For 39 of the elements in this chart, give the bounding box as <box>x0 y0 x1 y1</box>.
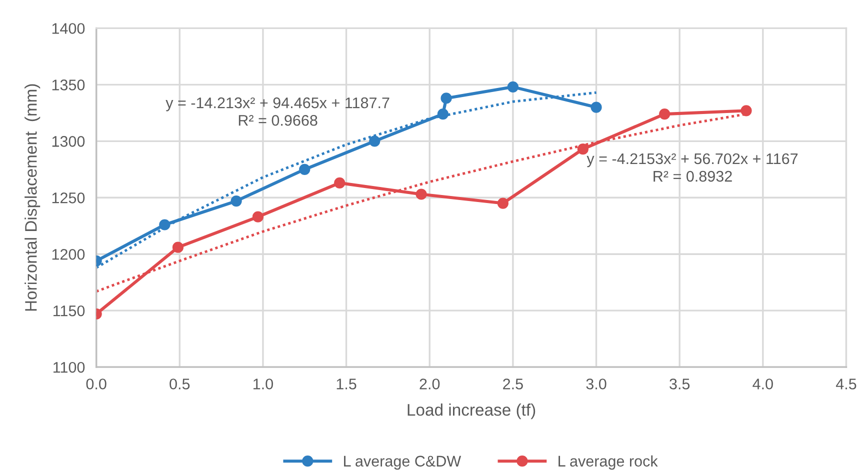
x-tick-label: 4.0 <box>752 378 773 390</box>
y-tick-label: 1250 <box>52 192 85 204</box>
y-tick-label: 1350 <box>52 80 85 90</box>
legend-label: L average rock <box>558 455 658 470</box>
point <box>507 81 518 92</box>
x-tick-label: 1.5 <box>336 378 356 390</box>
y-tick-label: 1100 <box>54 362 85 373</box>
x-axis-title: Load increase (tf) <box>408 404 536 420</box>
point <box>577 144 588 155</box>
y-axis-title: Horizontal Displacement (mm) <box>24 84 40 311</box>
point <box>740 105 752 116</box>
legend-label: L average C&DW <box>344 456 462 470</box>
point <box>334 177 346 189</box>
x-tick-label: 2.5 <box>503 378 523 390</box>
annotation: y = -14.213x² + 94.465x + 1187.7 R² = 0.9668 <box>166 97 390 126</box>
annotation: y = -4.2153x² + 56.702x + 1167 R² = 0.8932 <box>586 153 798 182</box>
point <box>369 136 380 147</box>
x-tick-label: 2.0 <box>420 378 440 390</box>
point <box>252 211 264 222</box>
y-tick-label: 1300 <box>52 136 85 147</box>
x-tick-label: 1.0 <box>254 378 273 390</box>
x-tick-label: 4.5 <box>836 378 856 390</box>
point <box>172 242 184 253</box>
point <box>416 188 427 200</box>
point <box>440 92 452 104</box>
y-tick-label: 1400 <box>52 23 85 34</box>
point <box>299 164 310 175</box>
point <box>159 219 170 230</box>
point <box>590 102 602 113</box>
point <box>497 198 508 209</box>
x-tick-label: 3.5 <box>670 378 690 390</box>
x-tick-label: 3.0 <box>586 378 606 390</box>
x-tick-label: 0.5 <box>170 378 190 390</box>
point <box>230 195 242 207</box>
y-tick-label: 1150 <box>54 305 85 316</box>
point <box>659 108 670 120</box>
point <box>437 108 449 120</box>
x-tick-label: 0.0 <box>86 378 106 390</box>
y-tick-label: 1200 <box>52 248 85 260</box>
